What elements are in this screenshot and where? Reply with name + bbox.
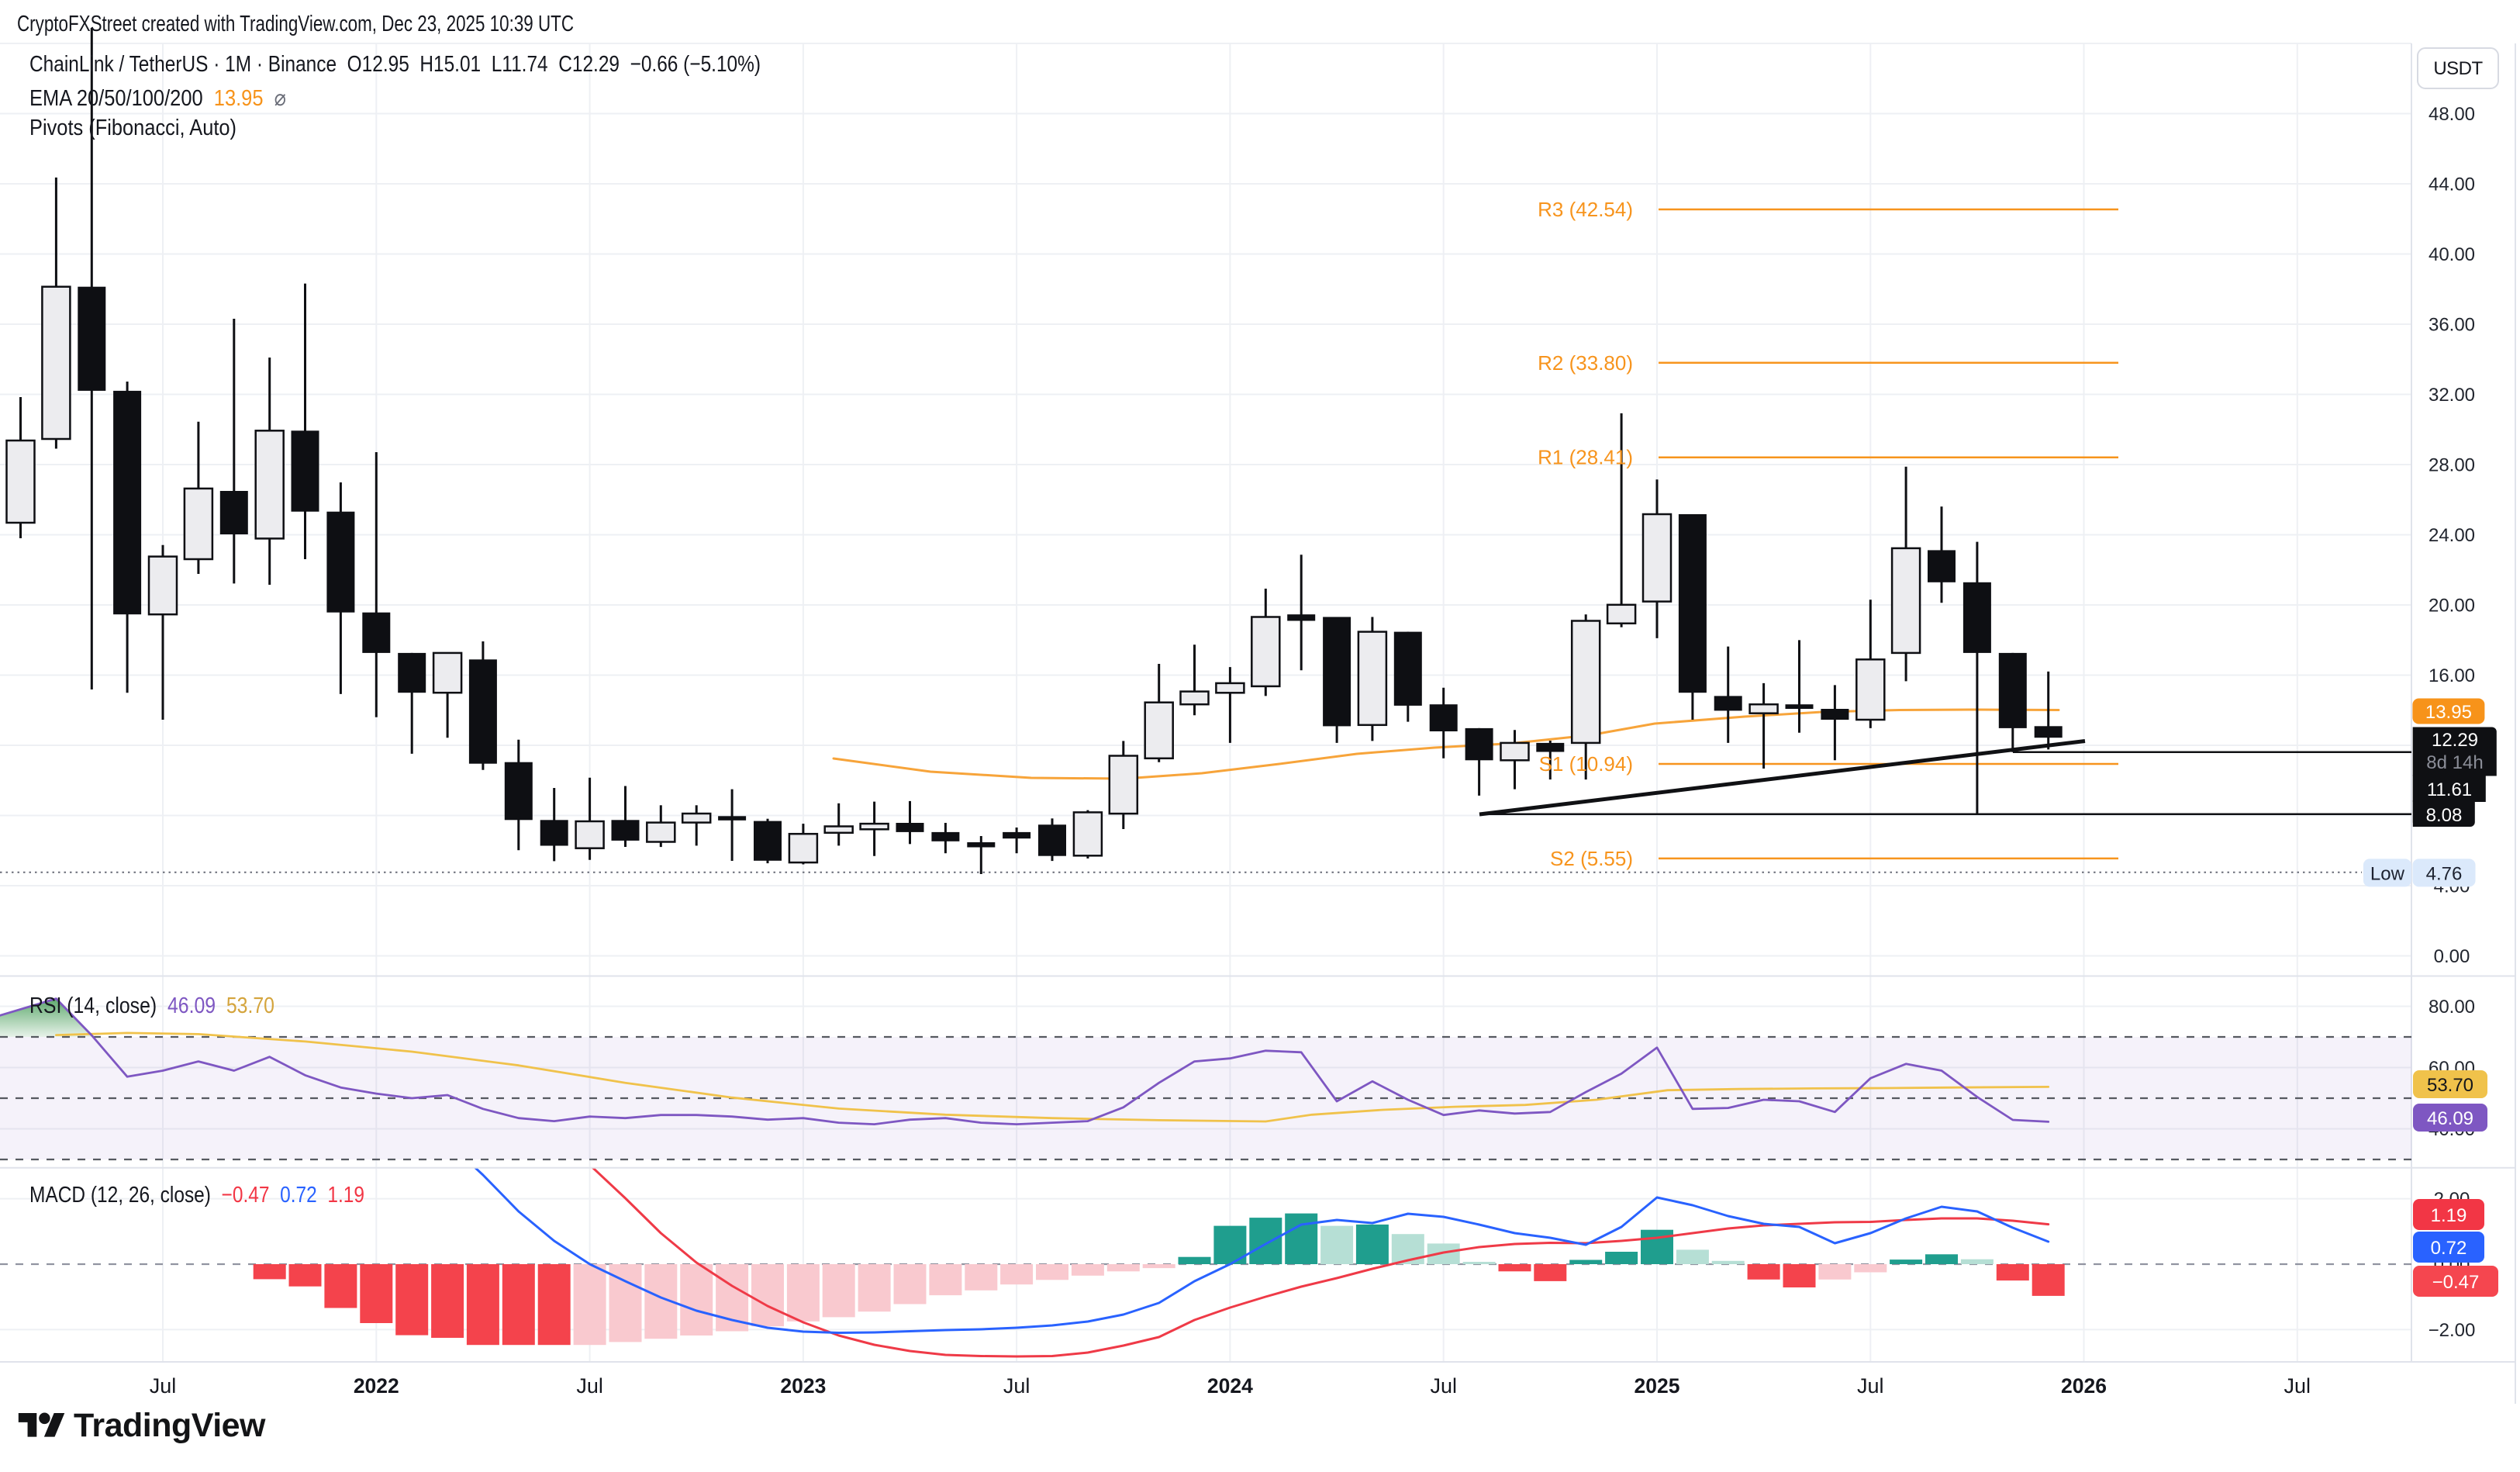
svg-text:24.00: 24.00 [2429,525,2475,546]
svg-text:48.00: 48.00 [2429,104,2475,125]
svg-text:S1 (10.94): S1 (10.94) [1539,752,1633,776]
svg-text:−2.00: −2.00 [2429,1320,2476,1341]
svg-text:Jul: Jul [150,1374,177,1398]
svg-text:Jul: Jul [1003,1374,1030,1398]
svg-text:12.29: 12.29 [2432,730,2478,751]
svg-text:40.00: 40.00 [2429,244,2475,265]
svg-text:2025: 2025 [1635,1374,1680,1398]
svg-text:R3 (42.54): R3 (42.54) [1538,198,1633,221]
svg-text:2026: 2026 [2061,1374,2107,1398]
svg-text:Jul: Jul [1430,1374,1457,1398]
svg-text:Jul: Jul [2284,1374,2311,1398]
svg-text:0.00: 0.00 [2434,946,2470,967]
svg-text:11.61: 11.61 [2427,779,2472,800]
svg-text:ChainLink / TetherUS · 1M · Bi: ChainLink / TetherUS · 1M · Binance O12.… [29,52,761,77]
svg-text:80.00: 80.00 [2429,997,2475,1018]
svg-text:R2 (33.80): R2 (33.80) [1538,351,1633,375]
svg-text:Low: Low [2370,863,2405,884]
svg-text:Jul: Jul [576,1374,603,1398]
svg-text:EMA 20/50/100/200 13.95 ⌀: EMA 20/50/100/200 13.95 ⌀ [29,86,286,111]
svg-text:TradingView: TradingView [74,1407,266,1444]
svg-text:46.09: 46.09 [2427,1108,2473,1129]
svg-text:Jul: Jul [1857,1374,1884,1398]
svg-text:2023: 2023 [780,1374,826,1398]
svg-text:MACD (12, 26, close) −0.47 0: MACD (12, 26, close) −0.47 0.72 1.19 [29,1183,364,1208]
svg-text:1.19: 1.19 [2431,1205,2467,1226]
svg-text:44.00: 44.00 [2429,174,2475,195]
svg-text:8d 14h: 8d 14h [2426,752,2483,773]
svg-text:USDT: USDT [2433,58,2483,79]
svg-text:2022: 2022 [354,1374,399,1398]
svg-text:8.08: 8.08 [2426,805,2463,826]
svg-text:28.00: 28.00 [2429,455,2475,476]
svg-text:13.95: 13.95 [2425,702,2472,723]
svg-text:20.00: 20.00 [2429,596,2475,617]
svg-text:S2 (5.55): S2 (5.55) [1550,847,1633,870]
svg-text:RSI (14, close) 46.09 53.70: RSI (14, close) 46.09 53.70 [29,993,274,1018]
svg-text:CryptoFXStreet created with Tr: CryptoFXStreet created with TradingView.… [17,12,574,36]
svg-text:16.00: 16.00 [2429,665,2475,686]
svg-text:53.70: 53.70 [2427,1075,2473,1096]
svg-text:2024: 2024 [1207,1374,1253,1398]
svg-text:−0.47: −0.47 [2432,1272,2480,1293]
svg-text:4.76: 4.76 [2426,863,2463,884]
svg-text:36.00: 36.00 [2429,315,2475,336]
svg-text:Pivots (Fibonacci, Auto): Pivots (Fibonacci, Auto) [29,116,236,140]
svg-text:R1 (28.41): R1 (28.41) [1538,446,1633,469]
svg-text:0.72: 0.72 [2431,1238,2467,1259]
svg-text:32.00: 32.00 [2429,385,2475,406]
